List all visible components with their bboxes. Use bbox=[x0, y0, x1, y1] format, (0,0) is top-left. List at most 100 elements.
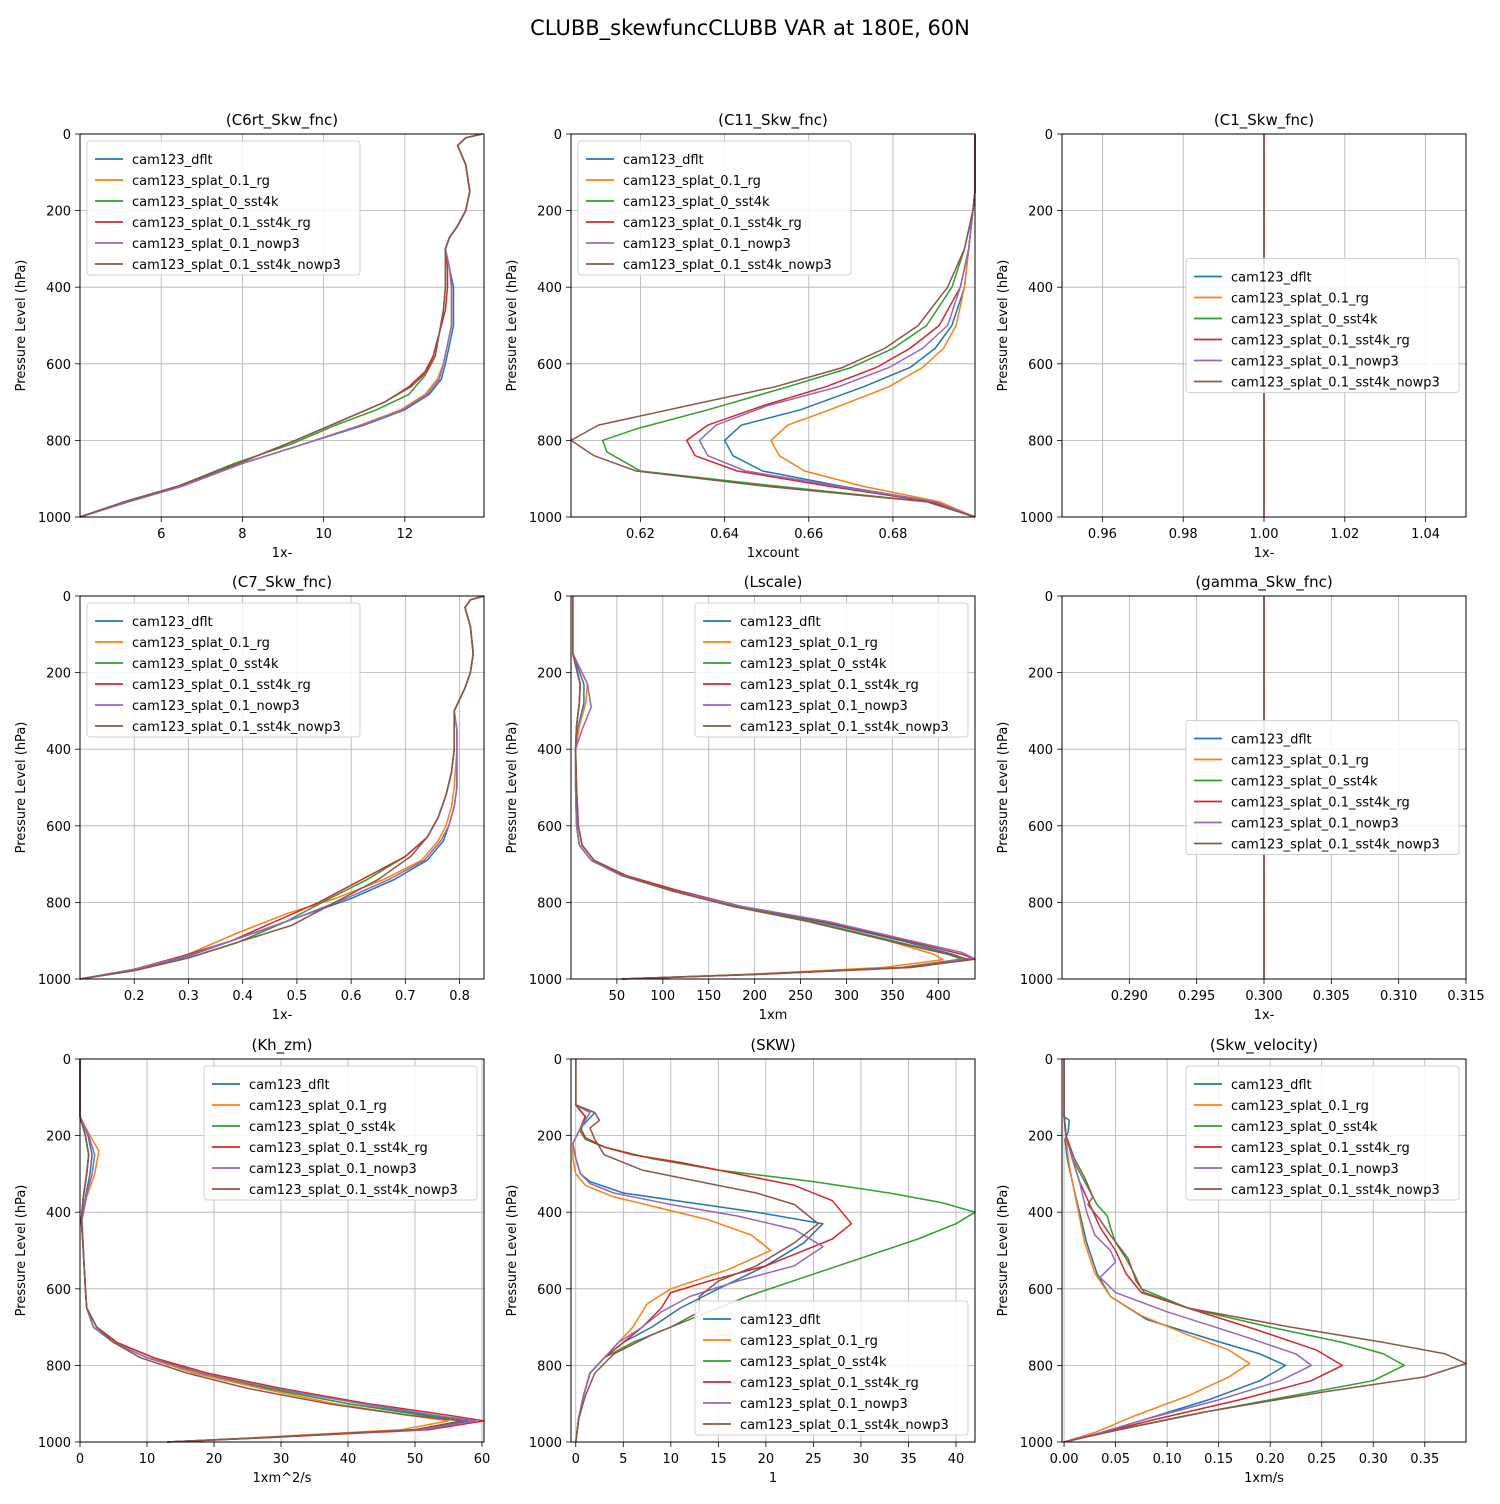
y-tick-label: 400 bbox=[537, 1206, 562, 1221]
figure-title: CLUBB_skewfuncCLUBB VAR at 180E, 60N bbox=[530, 16, 970, 40]
legend: cam123_dflt cam123_splat_0.1_rg cam123_spl… bbox=[1185, 720, 1460, 855]
legend-entry: cam123_splat_0.1_sst4k_rg bbox=[132, 678, 311, 693]
chart-panel-6: 0.290 0.295 0.300 0.305 0.310 0.315 0 200 400 600… bbox=[996, 573, 1485, 1023]
x-tick-label: 350 bbox=[880, 989, 905, 1004]
y-tick-label: 800 bbox=[46, 434, 71, 449]
legend: cam123_dflt cam123_splat_0.1_rg cam123_spl… bbox=[1185, 258, 1460, 393]
x-tick-label: 25 bbox=[805, 1452, 822, 1467]
y-tick-label: 600 bbox=[1028, 1283, 1053, 1298]
legend-entry: cam123_splat_0.1_nowp3 bbox=[1231, 1162, 1399, 1177]
y-tick-label: 200 bbox=[46, 1130, 71, 1145]
x-tick-label: 0.315 bbox=[1447, 989, 1484, 1004]
legend-entry: cam123_splat_0.1_rg bbox=[132, 636, 270, 651]
x-tick-label: 0.64 bbox=[710, 527, 739, 542]
legend-entry: cam123_splat_0.1_sst4k_rg bbox=[740, 678, 919, 693]
axes-frame bbox=[570, 133, 976, 518]
legend-entry: cam123_splat_0.1_nowp3 bbox=[249, 1162, 417, 1177]
legend: cam123_dflt cam123_splat_0.1_rg cam123_spl… bbox=[694, 602, 969, 738]
legend-entry: cam123_splat_0.1_rg bbox=[1231, 292, 1369, 307]
y-tick-label: 200 bbox=[46, 205, 71, 220]
x-axis-label: 1x- bbox=[1254, 546, 1275, 561]
x-axis-label: 1x- bbox=[272, 546, 293, 561]
legend-box bbox=[86, 602, 361, 738]
legend-entry: cam123_splat_0.1_sst4k_rg bbox=[1231, 796, 1410, 811]
y-tick-label: 0 bbox=[63, 590, 71, 605]
axes-frame bbox=[570, 595, 976, 980]
legend-entry: cam123_splat_0.1_sst4k_nowp3 bbox=[132, 720, 341, 735]
x-tick-label: 40 bbox=[340, 1452, 357, 1467]
y-tick-label: 0 bbox=[554, 590, 562, 605]
y-tick-label: 200 bbox=[1028, 205, 1053, 220]
legend-entry: cam123_dflt bbox=[740, 1313, 821, 1328]
y-tick-label: 600 bbox=[537, 1283, 562, 1298]
x-tick-label: 0.3 bbox=[178, 989, 199, 1004]
x-axis-label: 1x- bbox=[1254, 1008, 1275, 1023]
legend-entry: cam123_splat_0.1_sst4k_nowp3 bbox=[740, 720, 949, 735]
legend-box bbox=[203, 1065, 478, 1201]
x-tick-label: 0.10 bbox=[1153, 1452, 1182, 1467]
legend-entry: cam123_dflt bbox=[1231, 271, 1312, 286]
y-tick-label: 200 bbox=[1028, 667, 1053, 682]
chart-panel-2: 0.62 0.64 0.66 0.68 0 200 400 600 800 1000 (C11_Sk… bbox=[505, 111, 976, 561]
x-tick-label: 0.15 bbox=[1204, 1452, 1233, 1467]
y-axis-label: Pressure Level (hPa) bbox=[996, 1185, 1011, 1317]
y-tick-label: 1000 bbox=[1020, 973, 1053, 988]
legend-entry: cam123_splat_0.1_rg bbox=[740, 1334, 878, 1349]
legend-entry: cam123_splat_0.1_nowp3 bbox=[1231, 817, 1399, 832]
chart-panel-4: 0.2 0.3 0.4 0.5 0.6 0.7 0.8 0 200 400 600 800 1000 (C… bbox=[14, 573, 485, 1023]
y-axis-label: Pressure Level (hPa) bbox=[996, 722, 1011, 854]
legend: cam123_dflt cam123_splat_0.1_rg cam123_spl… bbox=[694, 1300, 969, 1436]
x-tick-label: 50 bbox=[407, 1452, 424, 1467]
series-line-cam123_splat_0_sst4k bbox=[1063, 1059, 1405, 1443]
series-line-cam123_splat_0.1_nowp3 bbox=[79, 1059, 477, 1443]
legend-entry: cam123_splat_0_sst4k bbox=[132, 195, 279, 210]
legend-entry: cam123_dflt bbox=[623, 153, 704, 168]
legend-entry: cam123_splat_0.1_sst4k_nowp3 bbox=[132, 258, 341, 273]
y-tick-label: 800 bbox=[1028, 896, 1053, 911]
y-tick-label: 200 bbox=[1028, 1130, 1053, 1145]
axes-frame bbox=[79, 1058, 485, 1443]
legend-box bbox=[1185, 258, 1460, 393]
x-tick-label: 40 bbox=[948, 1452, 965, 1467]
y-tick-label: 600 bbox=[537, 358, 562, 373]
y-tick-label: 1000 bbox=[1020, 511, 1053, 526]
legend-entry: cam123_splat_0.1_rg bbox=[132, 174, 270, 189]
y-tick-label: 0 bbox=[554, 128, 562, 143]
series-line-cam123_splat_0.1_nowp3 bbox=[698, 134, 976, 518]
chart-panel-1: 6 8 10 12 0 200 400 600 800 1000 (C6rt_Skw_fnc) 1x-… bbox=[14, 111, 485, 561]
y-tick-label: 600 bbox=[46, 820, 71, 835]
x-tick-label: 30 bbox=[853, 1452, 870, 1467]
legend-entry: cam123_splat_0.1_sst4k_nowp3 bbox=[1231, 1183, 1440, 1198]
x-tick-label: 0.00 bbox=[1050, 1452, 1079, 1467]
legend: cam123_dflt cam123_splat_0.1_rg cam123_spl… bbox=[1185, 1065, 1460, 1201]
x-tick-label: 0.2 bbox=[124, 989, 145, 1004]
legend-entry: cam123_splat_0.1_sst4k_rg bbox=[249, 1141, 428, 1156]
x-tick-label: 0.68 bbox=[878, 527, 907, 542]
y-tick-label: 600 bbox=[1028, 820, 1053, 835]
legend-entry: cam123_splat_0.1_nowp3 bbox=[623, 237, 791, 252]
legend-entry: cam123_dflt bbox=[1231, 733, 1312, 748]
y-tick-label: 800 bbox=[46, 1359, 71, 1374]
x-tick-label: 0.290 bbox=[1111, 989, 1148, 1004]
y-tick-label: 400 bbox=[1028, 743, 1053, 758]
axes-frame bbox=[1061, 1058, 1467, 1443]
x-tick-label: 0.05 bbox=[1101, 1452, 1130, 1467]
y-tick-label: 800 bbox=[537, 1359, 562, 1374]
x-tick-label: 1.02 bbox=[1330, 527, 1359, 542]
y-tick-label: 0 bbox=[554, 1053, 562, 1068]
y-tick-label: 400 bbox=[1028, 281, 1053, 296]
x-tick-label: 100 bbox=[650, 989, 675, 1004]
legend-entry: cam123_splat_0.1_rg bbox=[623, 174, 761, 189]
subplot-title: (Lscale) bbox=[744, 573, 803, 591]
x-tick-label: 0.98 bbox=[1169, 527, 1198, 542]
x-tick-label: 15 bbox=[710, 1452, 727, 1467]
legend-entry: cam123_splat_0.1_sst4k_rg bbox=[623, 216, 802, 231]
y-tick-label: 400 bbox=[46, 743, 71, 758]
chart-panel-5: 50 100 150 200 250 300 350 400 0 200 400 600 800 1000… bbox=[505, 573, 976, 1023]
x-tick-label: 300 bbox=[834, 989, 859, 1004]
legend-entry: cam123_splat_0.1_rg bbox=[740, 636, 878, 651]
x-tick-label: 0.305 bbox=[1313, 989, 1350, 1004]
legend-entry: cam123_splat_0.1_rg bbox=[1231, 754, 1369, 769]
legend-entry: cam123_splat_0.1_rg bbox=[1231, 1099, 1369, 1114]
